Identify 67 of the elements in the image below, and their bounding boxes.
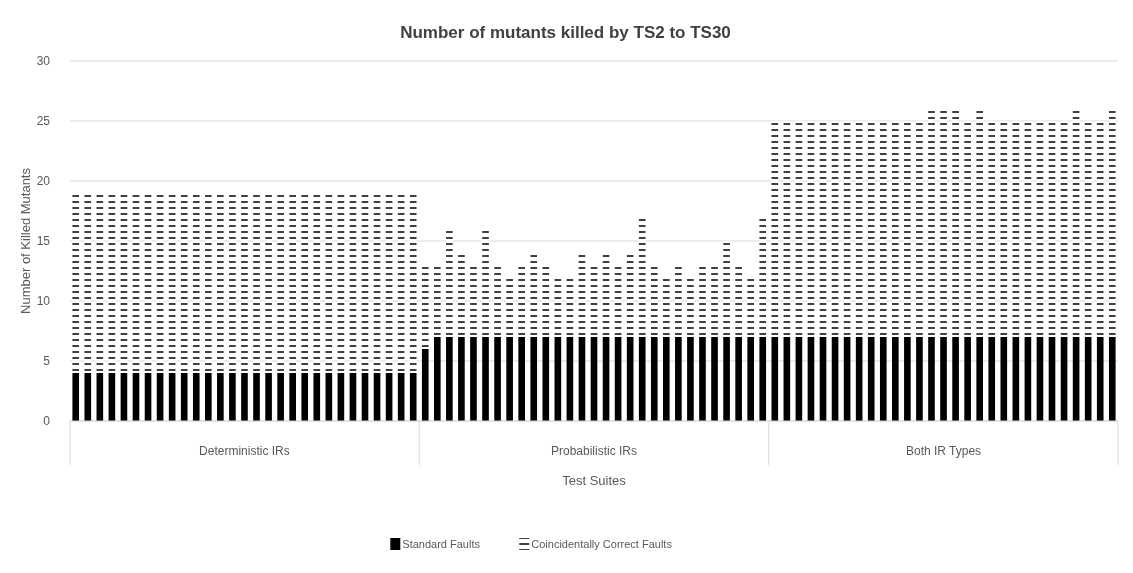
legend-label: Coincidentally Correct Faults [531, 538, 673, 550]
bar [916, 337, 923, 421]
bar [434, 337, 441, 421]
y-tick-label: 10 [36, 294, 51, 309]
bar [1108, 337, 1116, 421]
bar [663, 337, 670, 421]
bar [204, 373, 212, 421]
bar [253, 373, 260, 421]
bar [904, 337, 911, 421]
bar [952, 337, 959, 421]
bar [180, 373, 188, 421]
chart-title: Number of mutants killed by TS2 to TS30 [400, 23, 731, 42]
bar [1096, 337, 1104, 421]
bar [506, 337, 513, 421]
legend-label: Standard Faults [402, 538, 481, 550]
bar [723, 337, 730, 421]
text: Probabilistic IRs [550, 444, 638, 458]
bar [192, 373, 200, 421]
bar [542, 337, 550, 421]
bar [735, 337, 742, 421]
bar [84, 373, 92, 421]
y-tick-label: 25 [36, 114, 51, 129]
y-tick-label: 5 [43, 354, 51, 369]
bar [229, 373, 236, 421]
bar [301, 373, 309, 421]
bar [289, 373, 296, 421]
bar [892, 337, 899, 421]
bar [421, 349, 429, 421]
bar [759, 337, 767, 421]
bar [699, 337, 706, 421]
bar [747, 337, 754, 421]
bar [675, 337, 682, 421]
bar [940, 337, 947, 421]
text: Deterministic IRs [199, 444, 290, 458]
y-tick-label: 30 [36, 54, 51, 69]
bar [265, 373, 272, 421]
y-tick-label: 0 [43, 414, 51, 429]
bar [72, 373, 80, 421]
bar [470, 337, 477, 421]
bar [241, 373, 248, 421]
bar [928, 337, 935, 421]
bar [879, 337, 887, 421]
bar [687, 337, 694, 421]
bar [518, 337, 525, 421]
bar [313, 373, 321, 421]
bar [217, 373, 224, 421]
bar [277, 373, 284, 421]
bar [530, 337, 538, 421]
bar [1000, 337, 1008, 421]
x-axis-title: Test Suites [562, 473, 627, 488]
bar [446, 337, 453, 421]
bar [867, 337, 875, 421]
y-tick-label: 15 [36, 234, 51, 249]
bar [482, 337, 489, 421]
bar [458, 337, 465, 421]
bar [711, 337, 718, 421]
bar [494, 337, 501, 421]
bar [638, 337, 646, 421]
text: Both IR Types [905, 444, 982, 458]
y-tick-label: 20 [36, 174, 51, 189]
bar [650, 337, 658, 421]
bar [976, 337, 984, 421]
bar [771, 337, 779, 421]
bar [409, 373, 417, 421]
bar [988, 337, 996, 421]
y-axis-title: Number of Killed Mutants [18, 167, 33, 314]
bar [964, 337, 971, 421]
